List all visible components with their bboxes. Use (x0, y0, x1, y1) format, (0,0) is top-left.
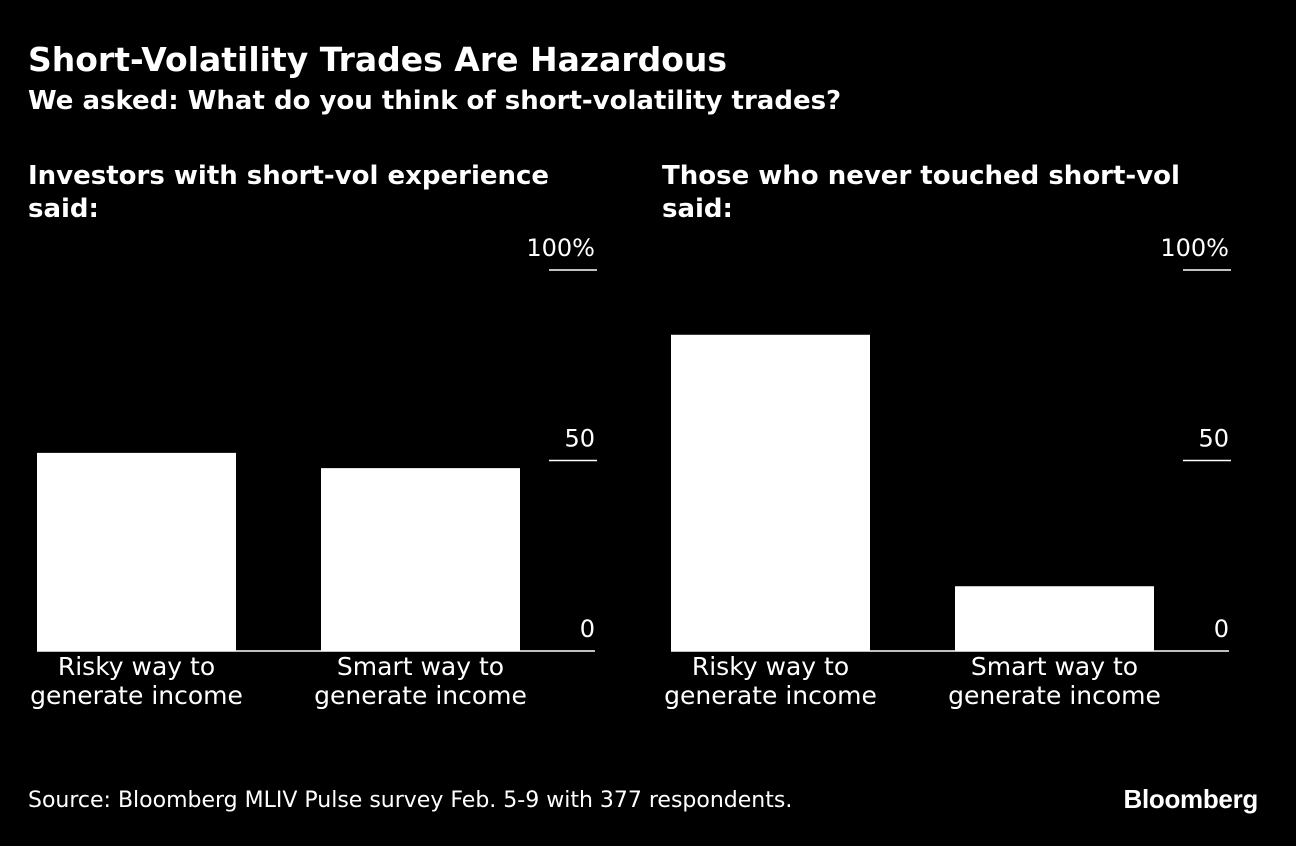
x-category-label: Risky way to (58, 652, 215, 681)
x-category-label: generate income (948, 681, 1161, 710)
bar-smart (321, 468, 520, 651)
panel-title-experienced: Investors with short-vol experience said… (28, 161, 550, 224)
y-tick-label: 100% (526, 234, 595, 262)
x-category-label: generate income (30, 681, 243, 710)
x-category-label: Smart way to (971, 652, 1138, 681)
x-category-label: Risky way to (692, 652, 849, 681)
bar-smart (955, 586, 1154, 651)
bloomberg-logo: Bloomberg (1123, 784, 1258, 814)
y-tick-label: 0 (1214, 615, 1229, 643)
chart-title: Short-Volatility Trades Are Hazardous (28, 40, 728, 79)
bar-risky (671, 334, 870, 651)
y-tick-label: 100% (1160, 234, 1229, 262)
chart-subtitle: We asked: What do you think of short-vol… (28, 86, 842, 116)
y-tick-label: 0 (580, 615, 595, 643)
bar-risky (37, 452, 236, 651)
y-tick-label: 50 (1198, 425, 1229, 453)
x-category-label: generate income (314, 681, 527, 710)
x-category-label: generate income (664, 681, 877, 710)
x-category-label: Smart way to (337, 652, 504, 681)
source-note: Source: Bloomberg MLIV Pulse survey Feb.… (28, 788, 793, 813)
panel-title-never-touched: Those who never touched short-vol said: (662, 161, 1180, 224)
y-tick-label: 50 (564, 425, 595, 453)
